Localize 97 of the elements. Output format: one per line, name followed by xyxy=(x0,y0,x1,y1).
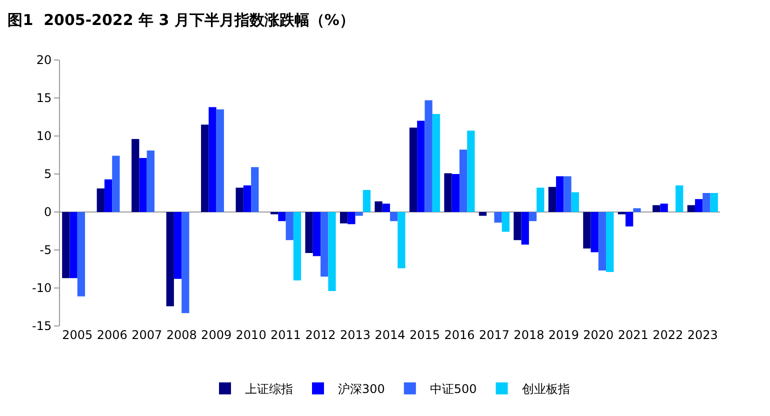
bar xyxy=(633,208,641,212)
bar xyxy=(236,188,244,212)
bar xyxy=(478,212,487,216)
bar xyxy=(390,212,398,222)
bar xyxy=(348,212,356,224)
bar xyxy=(556,176,564,212)
bar xyxy=(340,212,348,224)
bar xyxy=(452,174,460,212)
x-tick-label: 2008 xyxy=(166,328,197,342)
y-tick-label: 10 xyxy=(36,129,52,144)
bar xyxy=(676,185,684,212)
bar xyxy=(444,173,452,212)
bar xyxy=(702,193,710,212)
x-tick-label: 2010 xyxy=(236,328,266,342)
bar xyxy=(251,167,259,212)
x-tick-label: 2018 xyxy=(514,328,544,342)
bar xyxy=(398,212,406,268)
x-tick-label: 2006 xyxy=(96,328,128,342)
x-tick-label: 2015 xyxy=(409,328,440,342)
y-tick-label: 5 xyxy=(44,167,52,182)
x-tick-label: 2019 xyxy=(548,328,579,342)
bar xyxy=(514,212,522,240)
bar xyxy=(606,212,614,272)
bar xyxy=(374,201,382,212)
x-tick-label: 2020 xyxy=(583,328,614,342)
bar xyxy=(382,204,390,212)
bar xyxy=(432,114,440,212)
bar xyxy=(208,107,216,212)
bar xyxy=(590,212,598,252)
x-tick-label: 2016 xyxy=(444,328,475,342)
bar xyxy=(536,188,544,212)
bar xyxy=(96,188,104,212)
bar xyxy=(417,120,425,212)
bar xyxy=(286,212,294,240)
bar xyxy=(182,212,190,314)
y-tick-label: 20 xyxy=(36,53,52,68)
x-tick-label: 2022 xyxy=(652,328,684,342)
bar xyxy=(132,139,140,212)
chart-title: 图1 2005-2022 年 3 月下半月指数涨跌幅（%） xyxy=(8,11,354,30)
bar xyxy=(710,193,718,212)
bar xyxy=(502,212,510,232)
bar xyxy=(312,212,321,256)
bar xyxy=(494,212,502,223)
bar xyxy=(528,212,537,222)
legend-label: 上证综指 xyxy=(245,382,293,396)
bar xyxy=(467,130,475,212)
y-tick-label: -10 xyxy=(32,281,52,296)
bar xyxy=(104,179,112,212)
bar xyxy=(320,212,328,277)
bar xyxy=(583,212,591,248)
bar xyxy=(146,150,154,212)
legend-label: 沪深300 xyxy=(338,382,385,396)
legend-label: 中证500 xyxy=(430,382,477,396)
x-tick-label: 2011 xyxy=(270,328,302,342)
bar xyxy=(652,205,660,212)
x-tick-label: 2013 xyxy=(340,328,371,342)
bar xyxy=(201,124,209,212)
legend-label: 创业板指 xyxy=(522,382,570,396)
bar xyxy=(626,212,634,226)
bar xyxy=(521,212,529,245)
bar xyxy=(216,109,224,212)
x-tick-label: 2023 xyxy=(687,328,718,342)
bar xyxy=(362,190,371,212)
bar xyxy=(409,128,418,212)
y-tick-label: -15 xyxy=(32,319,52,334)
bar xyxy=(424,100,432,212)
bar xyxy=(174,212,182,279)
bar xyxy=(328,212,336,292)
bar xyxy=(548,186,556,212)
x-tick-label: 2017 xyxy=(478,328,510,342)
bar xyxy=(77,212,86,296)
bar xyxy=(139,158,147,212)
bar xyxy=(694,199,703,212)
bar xyxy=(571,192,579,212)
bar xyxy=(687,205,695,212)
bar xyxy=(660,204,668,212)
bar xyxy=(564,176,572,212)
bar xyxy=(70,212,78,278)
bar xyxy=(355,212,363,216)
x-tick-label: 2009 xyxy=(201,328,232,342)
x-tick-label: 2021 xyxy=(618,328,648,342)
x-tick-label: 2012 xyxy=(305,328,336,342)
y-tick-label: -5 xyxy=(40,243,52,258)
bar xyxy=(305,212,313,254)
x-tick-label: 2007 xyxy=(132,328,162,342)
x-tick-label: 2014 xyxy=(374,328,406,342)
bar xyxy=(62,212,70,278)
bar xyxy=(112,156,120,212)
y-tick-label: 15 xyxy=(36,91,52,106)
bar xyxy=(459,150,468,212)
y-tick-label: 0 xyxy=(44,205,52,220)
bar xyxy=(293,212,302,280)
bar xyxy=(278,212,286,222)
bar xyxy=(598,212,606,271)
x-tick-label: 2005 xyxy=(62,328,93,342)
bar xyxy=(166,212,174,306)
bar xyxy=(243,185,252,212)
